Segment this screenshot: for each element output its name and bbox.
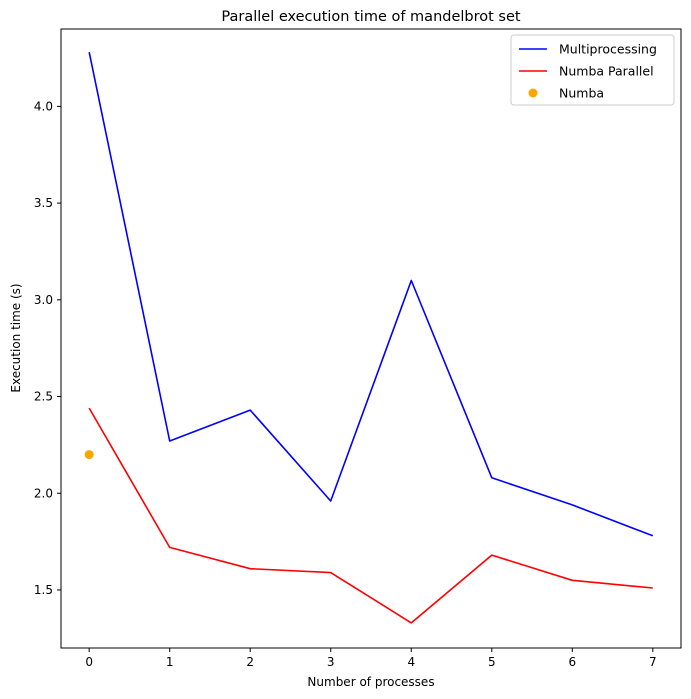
legend-label-numba-parallel: Numba Parallel [559, 64, 654, 79]
y-tick-label: 4.0 [34, 99, 53, 113]
series-line-numba-parallel [88, 407, 653, 624]
plot-area [60, 28, 682, 649]
x-tick-label: 1 [166, 655, 174, 669]
y-tick-label: 1.5 [34, 583, 53, 597]
legend-box [510, 34, 675, 106]
legend-label-numba: Numba [559, 86, 604, 101]
data-point-numba [84, 450, 94, 460]
x-tick-label: 3 [327, 655, 335, 669]
y-axis-label: Execution time (s) [9, 283, 23, 392]
legend-label-multiprocessing: Multiprocessing [559, 42, 657, 57]
series-line-multiprocessing [88, 52, 654, 537]
x-tick-label: 5 [488, 655, 496, 669]
x-tick-label: 2 [246, 655, 254, 669]
x-tick-label: 4 [407, 655, 415, 669]
y-tick-label: 3.0 [34, 293, 53, 307]
x-tick-label: 6 [568, 655, 576, 669]
y-tick-label: 3.5 [34, 196, 53, 210]
chart-title: Parallel execution time of mandelbrot se… [221, 9, 521, 25]
y-tick-label: 2.5 [34, 390, 53, 404]
x-tick-label: 7 [649, 655, 657, 669]
y-tick-label: 2.0 [34, 486, 53, 500]
x-tick-label: 0 [85, 655, 93, 669]
axis-ticks: 0 1 2 3 4 5 6 7 1.5 2.0 2.5 3.0 3.5 4.0 [34, 99, 657, 669]
legend-swatch-numba [528, 88, 538, 98]
x-axis-label: Number of processes [307, 675, 434, 689]
series-layer [84, 52, 654, 624]
legend: Multiprocessing Numba Parallel Numba [510, 34, 675, 106]
